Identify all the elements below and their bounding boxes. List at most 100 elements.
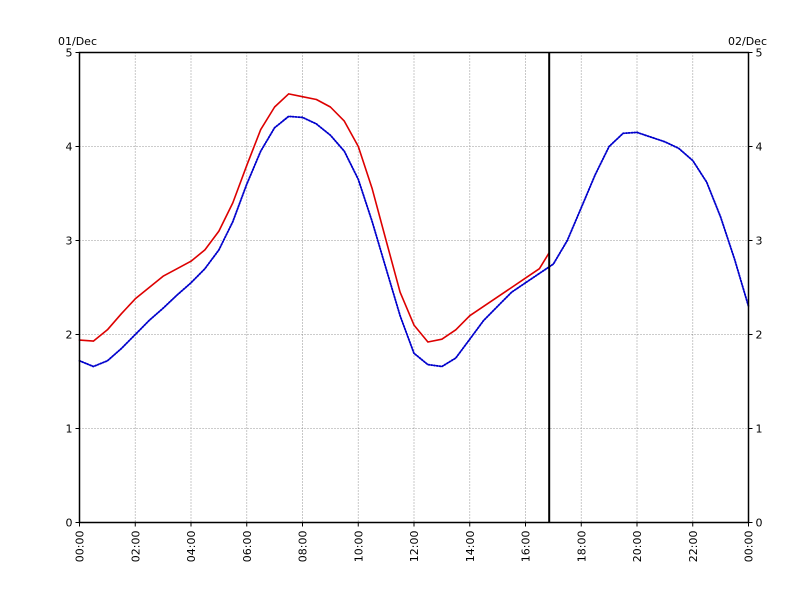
series-point-red	[510, 286, 513, 289]
x-tick-label: 10:00	[352, 531, 365, 563]
series-point-blue	[287, 115, 290, 118]
series-point-blue	[385, 268, 387, 270]
series-point-blue	[134, 333, 136, 336]
x-tick-label: 18:00	[575, 531, 588, 563]
series-point-blue	[469, 338, 471, 340]
x-tick-label: 20:00	[631, 531, 644, 563]
series-point-red	[371, 188, 373, 190]
series-point-blue	[176, 294, 178, 296]
series-point-blue	[357, 178, 359, 180]
series-point-red	[538, 268, 541, 270]
series-point-blue	[148, 319, 150, 321]
series-point-blue	[190, 282, 192, 284]
series-point-blue	[399, 315, 401, 317]
date-end-label: 02/Dec	[728, 35, 767, 48]
series-point-red	[176, 268, 178, 270]
series-point-red	[162, 275, 164, 277]
series-point-red	[190, 260, 192, 262]
series-point-blue	[246, 183, 248, 185]
series-point-blue	[329, 134, 331, 136]
x-tick-label: 04:00	[185, 531, 198, 563]
series-point-blue	[650, 136, 652, 138]
series-point-red	[483, 305, 485, 307]
series-point-red	[301, 96, 304, 98]
series-point-red	[260, 128, 262, 131]
series-point-red	[343, 120, 345, 122]
series-point-blue	[427, 363, 429, 366]
x-tick-label: 00:00	[74, 531, 87, 563]
series-point-blue	[497, 305, 499, 307]
y-tick-label-left: 5	[66, 47, 73, 60]
series-point-red	[315, 98, 318, 101]
series-point-blue	[720, 216, 722, 218]
series-point-blue	[636, 131, 638, 133]
series-point-blue	[455, 357, 457, 359]
series-point-blue	[566, 239, 568, 242]
series-point-red	[497, 296, 499, 298]
series-point-red	[274, 106, 276, 108]
y-tick-label-left: 0	[66, 517, 73, 530]
series-point-blue	[538, 272, 541, 274]
x-tick-label: 14:00	[464, 531, 477, 563]
series-point-red	[441, 338, 443, 340]
series-point-blue	[706, 181, 708, 183]
axes: 0 0 1 1 2 2 3 3 4 4 5 5 00:00 02:00 04:00 06:00 08:00 10:…	[66, 47, 763, 563]
series-point-blue	[510, 291, 513, 293]
series-point-blue	[622, 132, 624, 134]
series-line-red	[78, 93, 551, 343]
series-point-blue	[315, 123, 318, 125]
y-tick-label-right: 3	[756, 235, 763, 248]
series-point-blue	[260, 150, 262, 152]
series-point-blue	[301, 116, 304, 118]
series-point-red	[218, 230, 220, 232]
series-point-red	[92, 340, 95, 342]
series-point-blue	[343, 150, 345, 152]
series-point-red	[232, 202, 234, 204]
y-tick-label-right: 5	[756, 47, 763, 60]
x-tick-label: 06:00	[241, 531, 254, 563]
series-point-blue	[692, 160, 694, 162]
x-tick-label: 22:00	[687, 531, 700, 563]
x-tick-label: 12:00	[408, 531, 421, 563]
series-point-red	[413, 324, 415, 326]
series-point-blue	[594, 174, 596, 176]
y-tick-label-left: 2	[66, 329, 73, 342]
series-point-blue	[204, 268, 206, 270]
series-point-red	[134, 298, 136, 300]
y-tick-label-right: 1	[756, 423, 763, 436]
x-tick-label: 02:00	[129, 531, 142, 563]
y-tick-label-left: 3	[66, 235, 73, 248]
series-point-blue	[524, 282, 527, 284]
series-point-red	[469, 315, 471, 317]
y-tick-label-left: 1	[66, 423, 73, 436]
series-point-blue	[371, 221, 373, 223]
data-series	[78, 93, 750, 368]
series-point-blue	[664, 141, 666, 143]
series-point-blue	[608, 145, 610, 148]
series-point-red	[246, 164, 248, 166]
series-point-blue	[580, 207, 582, 209]
series-point-red	[385, 239, 387, 242]
series-point-red	[204, 249, 206, 251]
y-tick-label-right: 2	[756, 329, 763, 342]
series-point-red	[329, 106, 331, 108]
y-tick-label-right: 4	[756, 141, 763, 154]
series-point-blue	[552, 263, 554, 265]
series-point-blue	[218, 249, 220, 251]
series-point-red	[399, 291, 401, 293]
series-point-blue	[483, 319, 485, 321]
grid-lines	[79, 52, 749, 523]
x-tick-label: 16:00	[520, 531, 533, 563]
series-point-red	[357, 145, 359, 148]
series-point-red	[455, 329, 457, 331]
series-point-red	[287, 93, 290, 95]
series-point-red	[120, 313, 122, 315]
series-point-blue	[162, 307, 164, 309]
series-point-blue	[120, 348, 122, 350]
series-point-blue	[441, 365, 443, 368]
series-point-blue	[92, 365, 95, 368]
series-point-blue	[106, 360, 108, 362]
series-point-red	[148, 286, 150, 289]
y-tick-label-right: 0	[756, 517, 763, 530]
